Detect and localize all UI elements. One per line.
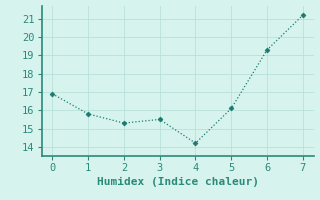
X-axis label: Humidex (Indice chaleur): Humidex (Indice chaleur) <box>97 177 259 187</box>
